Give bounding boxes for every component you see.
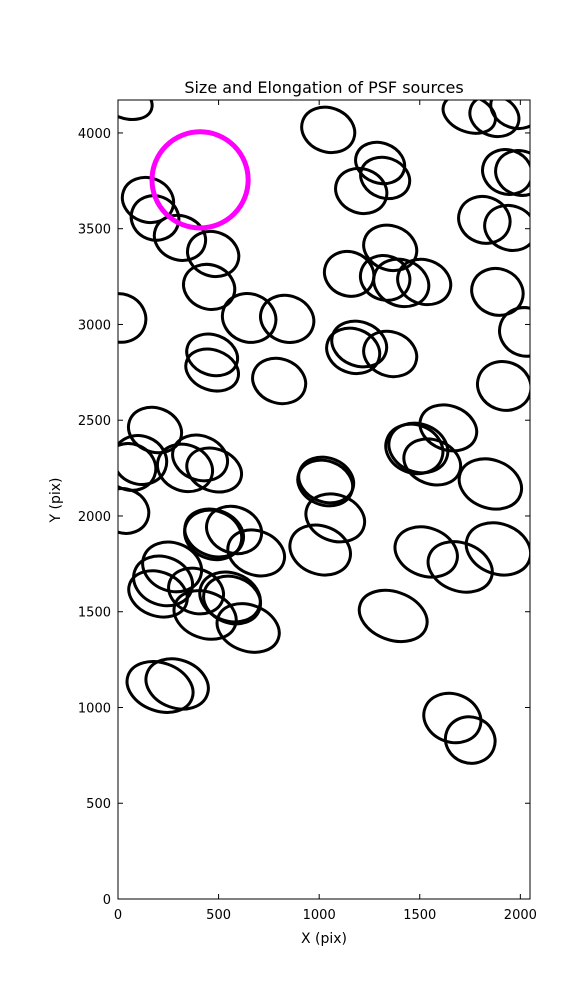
psf-ellipse xyxy=(384,422,445,476)
psf-ellipse xyxy=(186,229,241,279)
psf-ellipse xyxy=(296,458,355,508)
psf-ellipse xyxy=(226,528,287,578)
psf-ellipse xyxy=(470,266,525,317)
psf-ellipse xyxy=(468,100,521,139)
psf-ellipse xyxy=(118,292,148,344)
y-tick-label: 0 xyxy=(103,893,111,908)
psf-ellipse xyxy=(152,213,208,262)
y-tick-label: 1500 xyxy=(78,606,111,621)
psf-ellipse xyxy=(144,657,210,711)
psf-ellipse xyxy=(362,223,419,273)
psf-ellipse xyxy=(498,306,530,358)
psf-ellipse xyxy=(172,589,238,641)
psf-ellipse xyxy=(300,105,357,155)
psf-ellipse xyxy=(418,403,479,453)
y-tick-label: 1000 xyxy=(78,701,111,716)
psf-ellipse xyxy=(118,100,154,121)
psf-ellipse xyxy=(118,487,151,535)
y-axis-label: Y (pix) xyxy=(48,478,64,524)
psf-ellipse xyxy=(358,254,412,302)
psf-ellipse xyxy=(426,540,494,594)
psf-ellipse xyxy=(220,292,278,344)
psf-ellipse xyxy=(185,446,243,494)
psf-ellipse xyxy=(120,175,176,225)
psf-ellipse xyxy=(141,540,204,594)
psf-ellipse xyxy=(149,129,251,231)
y-tick-label: 3000 xyxy=(78,318,111,333)
psf-ellipse xyxy=(396,257,453,307)
psf-ellipse xyxy=(127,569,189,619)
y-tick-label: 4000 xyxy=(78,127,111,142)
x-tick-label: 0 xyxy=(114,908,122,923)
psf-ellipse xyxy=(125,660,195,714)
psf-ellipse xyxy=(489,100,530,131)
plot-area xyxy=(118,100,530,765)
psf-ellipse xyxy=(457,194,512,245)
psf-ellipse xyxy=(251,356,308,406)
x-axis-label: X (pix) xyxy=(301,931,347,947)
axes-frame xyxy=(117,99,531,900)
psf-ellipse xyxy=(464,521,530,577)
psf-ellipse xyxy=(184,347,240,393)
psf-ellipse xyxy=(167,566,225,616)
x-tick-label: 2000 xyxy=(504,908,537,923)
psf-ellipse xyxy=(288,523,352,577)
psf-ellipse xyxy=(483,203,530,252)
psf-ellipse xyxy=(494,149,530,197)
y-tick-label: 2500 xyxy=(78,414,111,429)
x-tick-label: 500 xyxy=(206,908,231,923)
psf-ellipse xyxy=(457,457,524,511)
psf-ellipse xyxy=(441,100,497,135)
psf-ellipse xyxy=(304,492,367,544)
y-tick-label: 2000 xyxy=(78,510,111,525)
y-tick-label: 500 xyxy=(86,797,111,812)
psf-ellipse xyxy=(215,602,281,654)
psf-ellipse xyxy=(393,525,459,579)
psf-ellipse xyxy=(357,588,429,644)
psf-ellipse xyxy=(155,442,215,494)
psf-ellipse xyxy=(362,329,419,379)
psf-ellipse xyxy=(118,434,169,486)
x-tick-label: 1000 xyxy=(303,908,336,923)
chart-title: Size and Elongation of PSF sources xyxy=(184,78,463,97)
y-tick-label: 3500 xyxy=(78,223,111,238)
x-tick-label: 1500 xyxy=(403,908,436,923)
psf-ellipse xyxy=(205,504,264,556)
psf-ellipse xyxy=(387,421,450,475)
psf-ellipse xyxy=(334,166,389,216)
psf-ellipse xyxy=(129,194,181,242)
psf-ellipse xyxy=(443,715,497,765)
psf-ellipse xyxy=(259,293,316,344)
psf-ellipse xyxy=(183,508,244,562)
psf-ellipse xyxy=(325,326,382,376)
psf-ellipse xyxy=(354,140,407,186)
